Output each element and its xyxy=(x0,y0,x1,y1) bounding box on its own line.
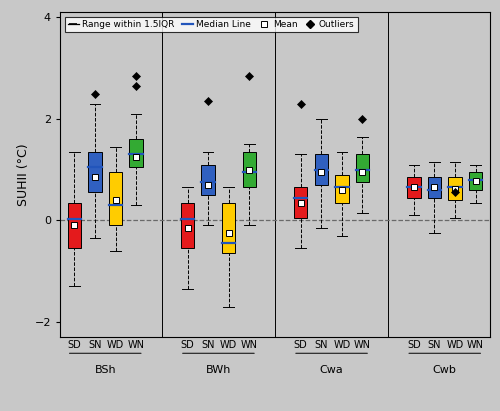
Bar xyxy=(202,164,215,195)
Bar xyxy=(68,203,81,248)
Y-axis label: SUHII (°C): SUHII (°C) xyxy=(18,143,30,206)
Bar xyxy=(242,152,256,187)
Legend: Range within 1.5IQR, Median Line, Mean, Outliers: Range within 1.5IQR, Median Line, Mean, … xyxy=(64,17,358,32)
Text: BWh: BWh xyxy=(206,365,231,375)
Bar xyxy=(469,172,482,190)
Text: Cwa: Cwa xyxy=(320,365,344,375)
Bar xyxy=(448,177,462,200)
Bar xyxy=(428,177,441,198)
Bar xyxy=(335,175,348,203)
Bar xyxy=(356,155,369,182)
Bar xyxy=(88,152,102,192)
Bar xyxy=(130,139,143,167)
Bar xyxy=(407,177,420,198)
Bar xyxy=(294,187,308,218)
Bar xyxy=(109,172,122,225)
Bar xyxy=(222,203,235,253)
Bar xyxy=(314,155,328,185)
Text: BSh: BSh xyxy=(94,365,116,375)
Text: Cwb: Cwb xyxy=(433,365,456,375)
Bar xyxy=(181,203,194,248)
